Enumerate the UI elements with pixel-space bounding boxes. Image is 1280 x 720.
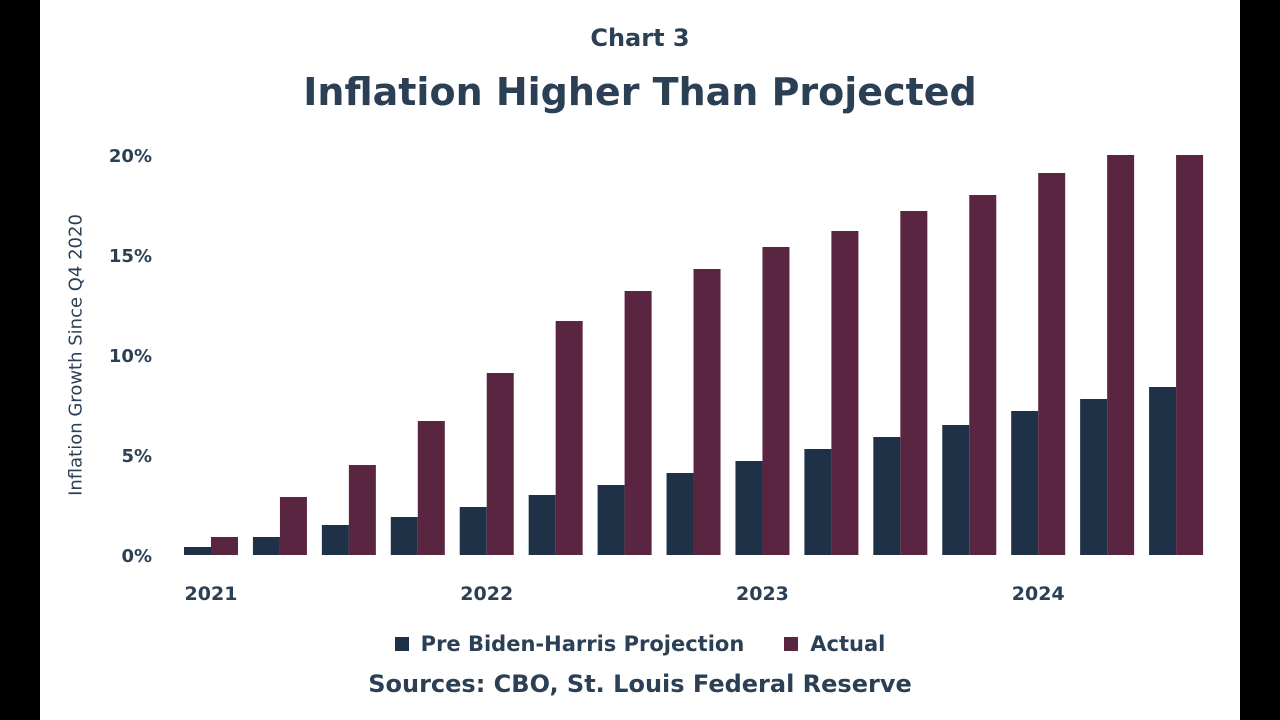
- bar-actual: [624, 291, 652, 555]
- legend-item-actual: Actual: [784, 632, 885, 656]
- bar-actual: [486, 373, 514, 555]
- bar-actual: [1176, 155, 1204, 555]
- source-note: Sources: CBO, St. Louis Federal Reserve: [368, 670, 912, 698]
- bar-actual: [1107, 155, 1135, 555]
- x-tick-label: 2022: [460, 583, 513, 605]
- bar-projection: [252, 537, 280, 555]
- chart-number: Chart 3: [590, 24, 690, 52]
- y-tick-label: 5%: [121, 446, 152, 467]
- y-tick-label: 15%: [109, 246, 152, 267]
- legend-label-actual: Actual: [810, 632, 886, 656]
- bar-actual: [348, 465, 376, 555]
- bar-actual: [969, 195, 997, 555]
- y-tick-label: 20%: [109, 146, 152, 167]
- legend: Pre Biden-Harris Projection Actual: [40, 632, 1240, 656]
- bar-actual: [555, 321, 583, 555]
- bar-actual: [279, 497, 307, 555]
- bar-projection: [390, 517, 418, 555]
- legend-item-projection: Pre Biden-Harris Projection: [394, 632, 745, 656]
- chart-title: Inflation Higher Than Projected: [303, 70, 977, 114]
- bar-projection: [528, 495, 556, 555]
- y-tick-label: 10%: [109, 346, 152, 367]
- bar-actual: [211, 537, 238, 555]
- bar-projection: [321, 525, 349, 555]
- bar-projection: [1080, 399, 1108, 555]
- legend-swatch-actual: [784, 637, 799, 651]
- bar-actual: [693, 269, 721, 555]
- bar-projection: [597, 485, 625, 555]
- bar-chart: 0% 5% 10% 15% 20% 2021 2022 2023 2024: [109, 146, 1204, 605]
- bar-actual: [831, 231, 859, 555]
- bar-projection: [804, 449, 832, 555]
- bar-actual: [900, 211, 928, 555]
- chart-panel: Chart 3 Inflation Higher Than Projected …: [40, 0, 1240, 720]
- x-tick-label: 2024: [1012, 583, 1065, 605]
- bar-projection: [1011, 411, 1039, 555]
- legend-label-projection: Pre Biden-Harris Projection: [420, 632, 745, 656]
- y-tick-label: 0%: [121, 546, 152, 567]
- bar-actual: [417, 421, 445, 555]
- bar-projection: [666, 473, 694, 555]
- bar-projection: [735, 461, 763, 555]
- bar-projection: [942, 425, 970, 555]
- bar-projection: [1149, 387, 1177, 555]
- x-tick-label: 2023: [736, 583, 789, 605]
- legend-swatch-projection: [394, 637, 409, 651]
- bar-projection: [184, 547, 211, 555]
- bar-projection: [459, 507, 487, 555]
- bar-projection: [873, 437, 901, 555]
- x-tick-label: 2021: [185, 583, 238, 605]
- bar-actual: [762, 247, 790, 555]
- bar-actual: [1038, 173, 1066, 555]
